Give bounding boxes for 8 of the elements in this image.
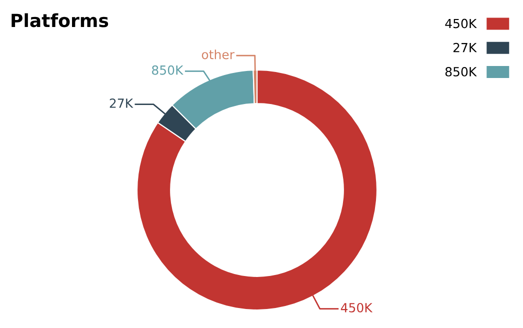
slice-label: other (202, 50, 234, 60)
chart-title: Platforms (12, 13, 108, 28)
legend-label: 450K (445, 18, 477, 28)
legend-label: 27K (453, 42, 477, 52)
slice-label: 850K (152, 65, 184, 75)
slice-label: 450K (340, 302, 373, 312)
slice-label: 27K (110, 98, 134, 108)
legend-label: 850K (445, 66, 477, 76)
